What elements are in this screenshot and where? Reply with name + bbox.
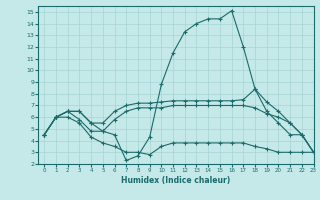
X-axis label: Humidex (Indice chaleur): Humidex (Indice chaleur) [121, 176, 231, 185]
